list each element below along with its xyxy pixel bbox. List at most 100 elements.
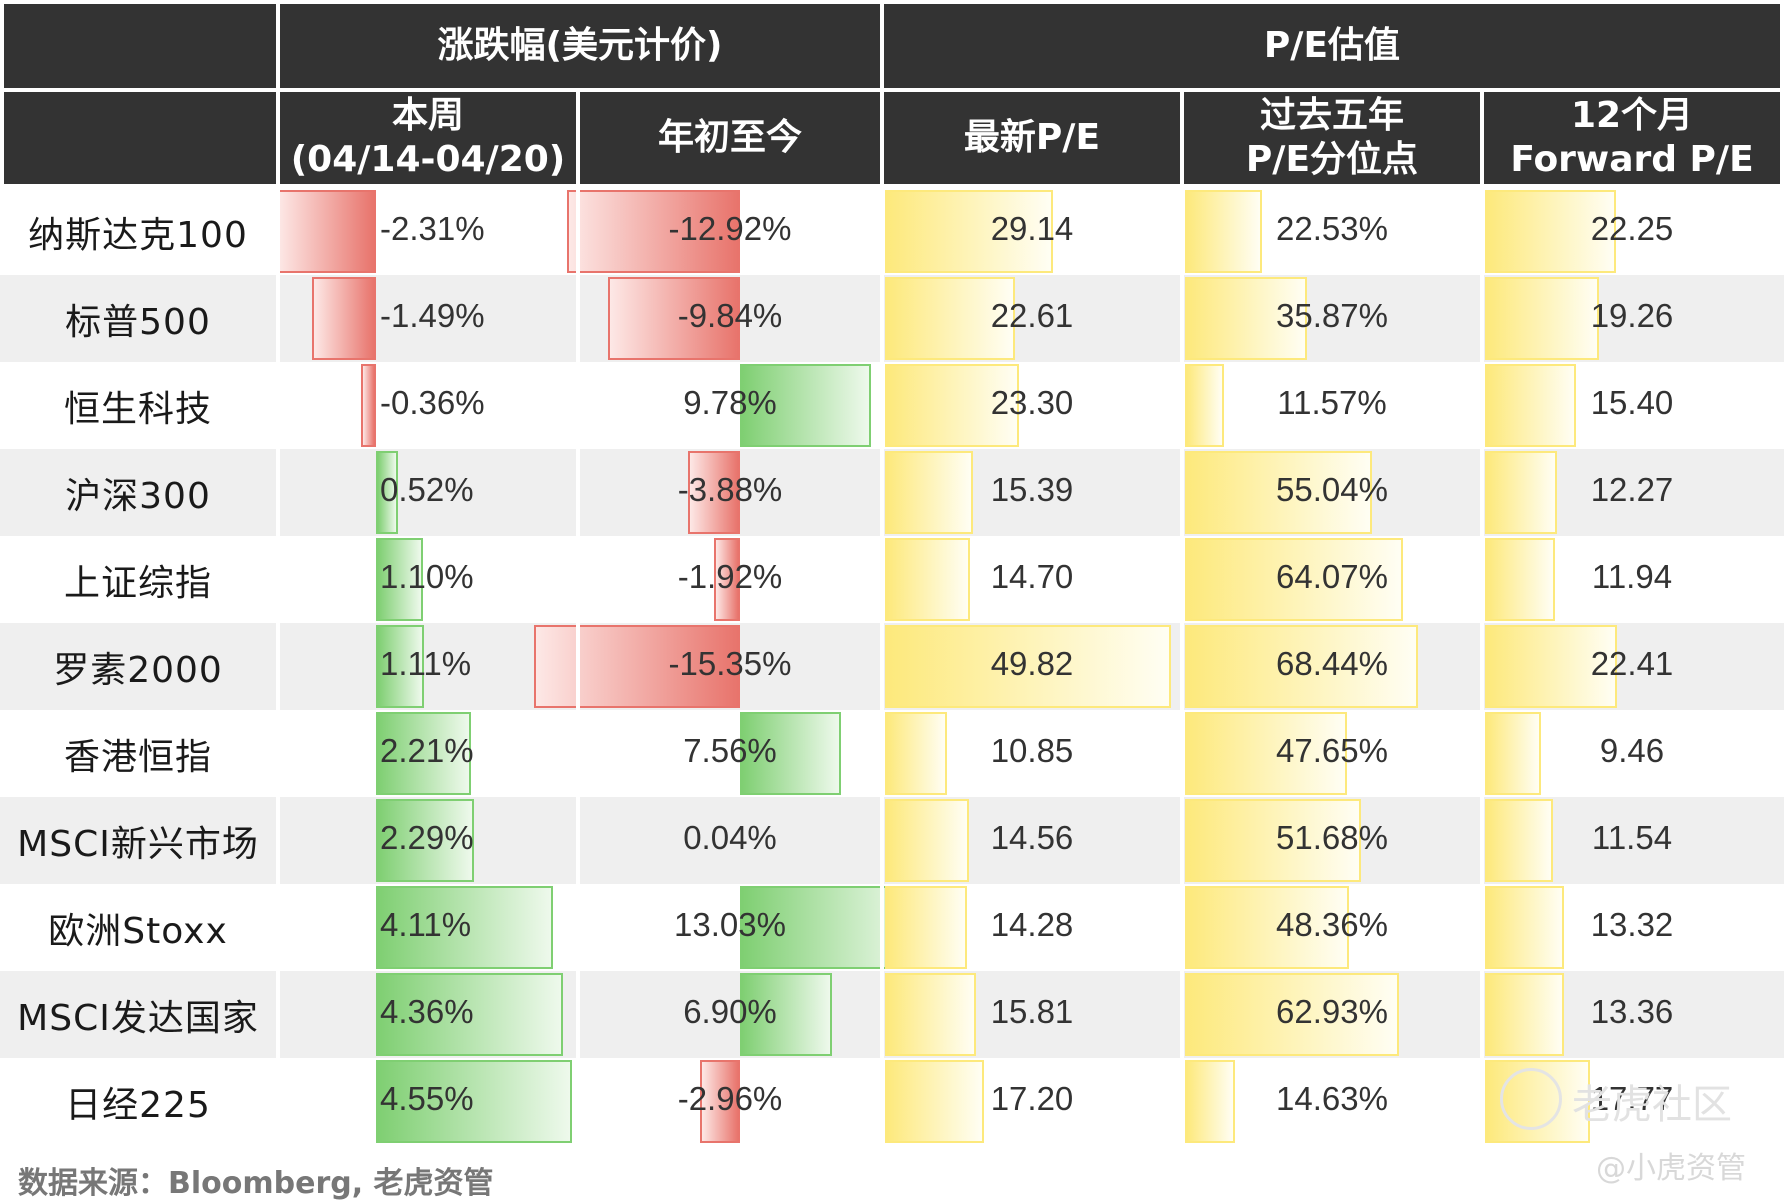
pe-value: 23.30 [990, 384, 1074, 421]
watermark-sub: @小虎资管 [1596, 1151, 1746, 1186]
week-change-value: -1.49% [380, 297, 485, 334]
header-blank-bottom [4, 92, 276, 184]
ytd-change-value: -15.35% [668, 645, 792, 682]
pe-value: 10.85 [990, 732, 1074, 769]
pe-percentile-value: 51.68% [1276, 819, 1388, 856]
week-change-value: 4.36% [380, 993, 474, 1030]
forward-pe-bar [1485, 886, 1564, 969]
column-divider [276, 188, 280, 1145]
row-label: 罗素2000 [53, 649, 223, 691]
forward-pe-bar [1485, 712, 1541, 795]
pe-value: 29.14 [990, 210, 1074, 247]
header-blank-top [4, 4, 276, 88]
pe-percentile-bar [1185, 712, 1347, 795]
week-change-bar [376, 799, 475, 882]
pe-percentile-value: 35.87% [1276, 297, 1388, 334]
pe-value: 17.20 [990, 1080, 1074, 1117]
pe-percentile-value: 55.04% [1276, 471, 1388, 508]
pe-percentile-bar [1185, 799, 1361, 882]
forward-pe-value: 22.25 [1590, 210, 1674, 247]
ytd-change-bar [688, 451, 740, 534]
source-note: 数据来源：Bloomberg, 老虎资管 [18, 1166, 494, 1201]
pe-value: 15.39 [990, 471, 1074, 508]
week-change-value: -2.31% [380, 210, 485, 247]
week-change-bar [376, 538, 424, 621]
pe-bar [885, 190, 1053, 273]
header-col-week-line1: 本周 [391, 95, 464, 136]
week-change-value: 4.11% [380, 906, 472, 943]
pe-value: 22.61 [990, 297, 1074, 334]
pe-bar [885, 799, 969, 882]
row-label: 欧洲Stoxx [48, 910, 228, 952]
forward-pe-bar [1485, 538, 1556, 621]
ytd-change-bar [700, 1060, 740, 1143]
pe-value: 14.70 [990, 558, 1074, 595]
pe-percentile-value: 48.36% [1276, 906, 1388, 943]
ytd-change-bar [740, 973, 833, 1056]
ytd-change-value: 6.90% [683, 993, 777, 1030]
forward-pe-value: 11.94 [1591, 558, 1673, 595]
pe-percentile-bar [1185, 973, 1399, 1056]
row-label: 沪深300 [65, 475, 211, 517]
pe-percentile-value: 68.44% [1276, 645, 1388, 682]
forward-pe-value: 15.40 [1590, 384, 1674, 421]
ytd-change-value: -2.96% [677, 1080, 783, 1117]
ytd-change-bar [534, 625, 740, 708]
ytd-change-bar [740, 364, 872, 447]
header-col-week-line2: (04/14-04/20) [290, 139, 566, 180]
forward-pe-value: 9.46 [1599, 732, 1665, 769]
ytd-change-value: -9.84% [677, 297, 783, 334]
pe-bar [885, 538, 970, 621]
header-group-change: 涨跌幅(美元计价) [280, 4, 880, 88]
pe-percentile-value: 47.65% [1276, 732, 1388, 769]
week-change-value: 1.11% [380, 645, 472, 682]
forward-pe-value: 11.54 [1591, 819, 1673, 856]
ytd-change-value: -12.92% [668, 210, 792, 247]
row-label: 纳斯达克100 [28, 214, 248, 256]
row-label: 香港恒指 [63, 736, 212, 778]
row-label: 上证综指 [63, 562, 212, 604]
row-label: 恒生科技 [63, 388, 212, 430]
week-change-value: 2.21% [380, 732, 474, 769]
forward-pe-bar [1485, 277, 1599, 360]
column-divider [576, 188, 580, 1145]
forward-pe-value: 13.32 [1590, 906, 1674, 943]
ytd-change-bar [740, 712, 842, 795]
header-col-pe: 最新P/E [884, 92, 1180, 184]
pe-percentile-bar [1185, 625, 1418, 708]
pe-bar [885, 886, 968, 969]
forward-pe-bar [1485, 973, 1564, 1056]
pe-bar [885, 277, 1015, 360]
header-col-fwd-line2: Forward P/E [1510, 139, 1754, 180]
forward-pe-value: 17.77 [1590, 1080, 1674, 1117]
pe-bar [885, 973, 976, 1056]
forward-pe-bar [1485, 190, 1617, 273]
column-divider [1480, 188, 1484, 1145]
pe-percentile-bar [1185, 451, 1373, 534]
pe-percentile-value: 14.63% [1276, 1080, 1388, 1117]
ytd-change-value: -1.92% [677, 558, 783, 595]
forward-pe-bar [1485, 364, 1576, 447]
week-change-value: 2.29% [380, 819, 474, 856]
header-group-pe: P/E估值 [884, 4, 1780, 88]
row-label: MSCI发达国家 [17, 997, 259, 1039]
week-change-value: 4.55% [380, 1080, 474, 1117]
week-change-bar [376, 1060, 572, 1143]
header-col-pct-line1: 过去五年 [1259, 95, 1404, 136]
forward-pe-value: 19.26 [1590, 297, 1674, 334]
pe-percentile-bar [1185, 886, 1350, 969]
pe-value: 49.82 [990, 645, 1074, 682]
forward-pe-value: 13.36 [1590, 993, 1674, 1030]
pe-percentile-value: 11.57% [1277, 384, 1387, 421]
pe-value: 14.28 [990, 906, 1074, 943]
watermark-main: 老虎社区 [1572, 1082, 1732, 1128]
ytd-change-value: 7.56% [683, 732, 777, 769]
forward-pe-bar [1485, 625, 1618, 708]
ytd-change-value: 13.03% [674, 906, 786, 943]
week-change-bar [276, 190, 376, 273]
forward-pe-bar [1485, 451, 1558, 534]
week-change-bar [311, 277, 376, 360]
header-col-pct-line2: P/E分位点 [1245, 139, 1419, 180]
pe-bar [885, 1060, 984, 1143]
